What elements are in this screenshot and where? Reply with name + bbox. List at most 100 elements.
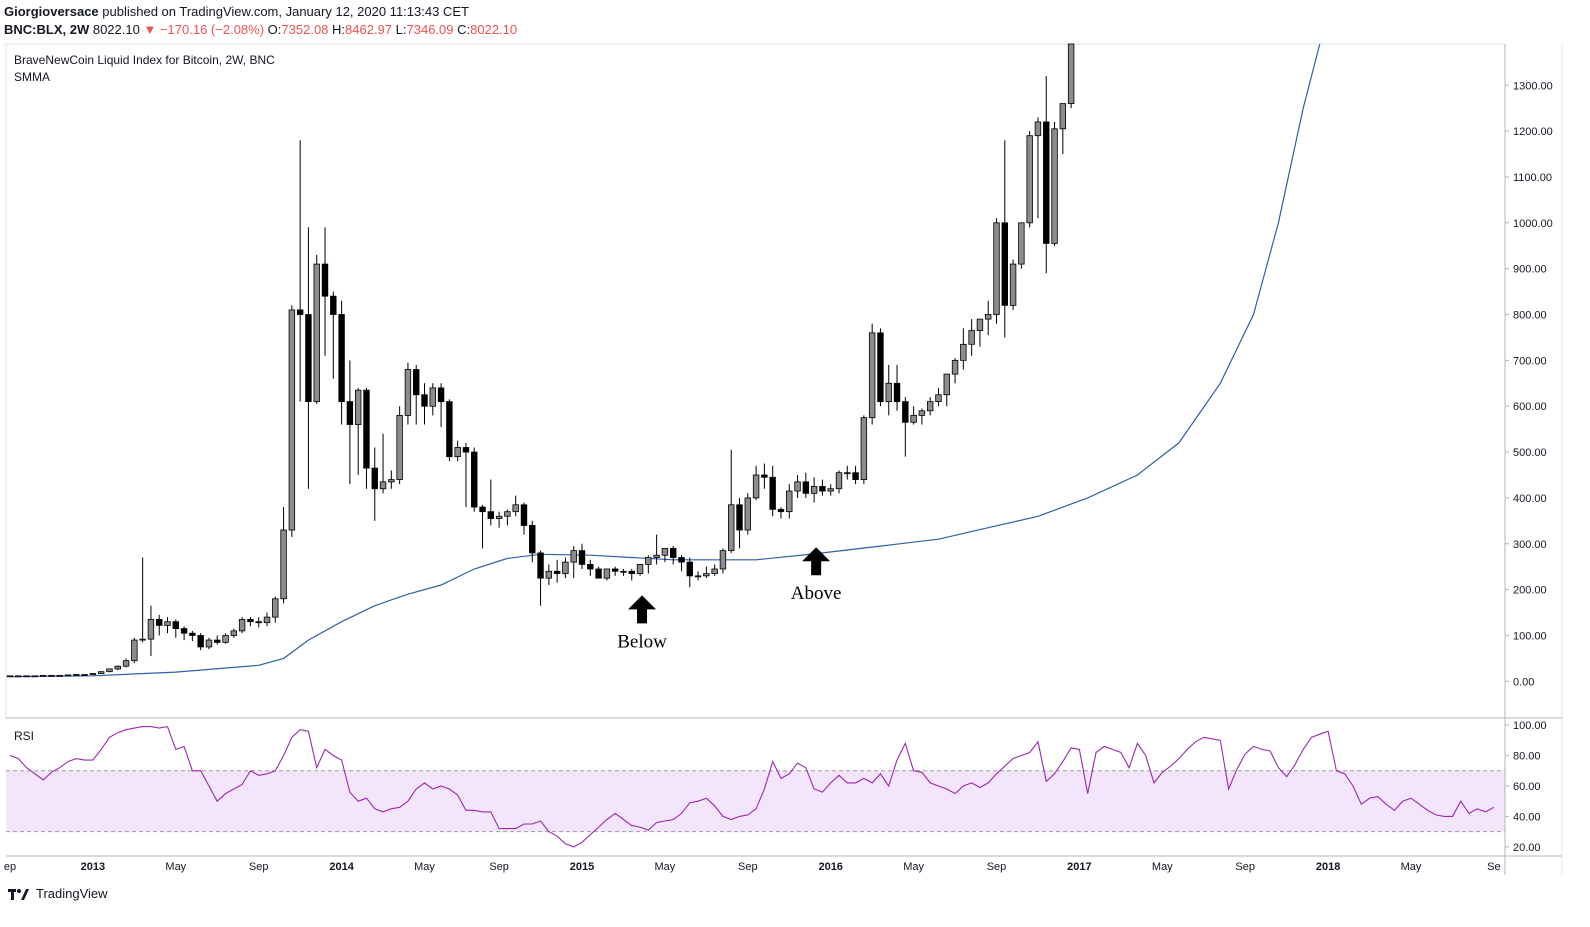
tradingview-logo-icon (8, 888, 29, 900)
candle-body (877, 332, 884, 403)
candle-body (321, 263, 329, 297)
rsi-band (6, 770, 1505, 833)
x-tick-label: ep (4, 861, 16, 873)
candle-body (454, 447, 461, 458)
candle-body (313, 263, 320, 403)
candle-body (371, 467, 378, 490)
candle-body (23, 675, 30, 678)
brand[interactable]: TradingView (8, 886, 108, 901)
candle-body (305, 314, 312, 403)
candle-body (686, 561, 693, 577)
arrow-up-icon (802, 547, 831, 576)
candle-body (89, 673, 97, 675)
annotation-label: Above (791, 583, 842, 604)
x-tick-label: 2015 (570, 861, 594, 873)
candle-body (636, 564, 644, 574)
candle-body (272, 598, 279, 618)
x-tick-label: May (655, 861, 676, 873)
rsi-tick-label: 20.00 (1513, 842, 1541, 854)
x-tick-label: May (1401, 861, 1422, 873)
candle-body (1018, 222, 1025, 265)
candle-body (446, 401, 453, 458)
candle-body (786, 490, 793, 513)
publish-line: Giorgioversace published on TradingView.… (4, 4, 469, 19)
candle-body (653, 554, 660, 558)
candle-body (769, 476, 776, 510)
rsi-tick-label: 80.00 (1513, 751, 1541, 763)
y-tick-label: 1200.00 (1513, 126, 1553, 138)
candle-body (553, 570, 561, 574)
candle-body (139, 638, 146, 641)
candle-body (97, 671, 105, 674)
x-tick-label: May (414, 861, 435, 873)
candle-body (280, 529, 287, 600)
annotations: Below Above (617, 547, 841, 652)
candle-body (645, 557, 652, 565)
candle-body (902, 401, 909, 423)
main-pane-frame (5, 43, 1506, 719)
candle-body (6, 675, 14, 678)
candle-body (935, 394, 942, 403)
candle-body (338, 314, 345, 403)
candle-body (122, 660, 130, 667)
candle-body (728, 504, 735, 552)
x-tick-label: May (903, 861, 924, 873)
candle-body (81, 674, 88, 676)
tick-labels: 0.00 100.00 200.00 300.00 400.00 500.00 600.00… (4, 80, 1553, 873)
candle-body (719, 550, 727, 570)
candle-body (611, 568, 619, 572)
candle-body (520, 504, 528, 526)
x-tick-label: Sep (489, 861, 509, 873)
candle-body (114, 665, 121, 670)
candle-body (545, 570, 553, 579)
candle-body (180, 628, 188, 634)
candle-body (296, 309, 304, 315)
candle-body (205, 639, 213, 648)
candle-body (479, 506, 486, 513)
y-tick-label: 400.00 (1513, 493, 1547, 505)
open-value: 7352.08 (281, 22, 329, 37)
candle-body (752, 474, 760, 499)
candle-body (794, 481, 801, 492)
author-name[interactable]: Giorgioversace (4, 4, 99, 19)
rsi-tick-label: 40.00 (1513, 811, 1541, 823)
candle-body (628, 570, 635, 574)
candle-body (230, 630, 238, 636)
y-tick-label: 0.00 (1513, 676, 1534, 688)
candle-body (918, 410, 926, 416)
candle-body (487, 511, 495, 519)
candle-body (1043, 121, 1050, 244)
symbol-label: BNC:BLX, 2W (4, 22, 90, 37)
candle-body (222, 635, 229, 643)
candle-body (694, 575, 702, 578)
candle-body (354, 389, 362, 425)
open-label: O: (267, 22, 282, 37)
price-change: −170.16 (−2.08%) (159, 22, 265, 37)
candle-body (131, 639, 138, 662)
candle-body (736, 504, 743, 531)
smma-line-group (9, 43, 1321, 678)
close-label: C: (457, 22, 471, 37)
candle-body (31, 675, 39, 678)
candle-body (562, 561, 569, 574)
candle-body (330, 295, 337, 315)
candle-body (263, 616, 271, 624)
y-tick-label: 1100.00 (1513, 172, 1552, 184)
brand-name: TradingView (36, 886, 108, 901)
candle-body (985, 314, 992, 320)
y-tick-label: 700.00 (1513, 355, 1547, 367)
published-text: published on TradingView.com, January 12… (102, 4, 469, 19)
rsi-band-fill (6, 770, 1505, 832)
candle-body (48, 674, 55, 677)
change-down-icon: ▼ (143, 22, 157, 37)
candle-body (1026, 135, 1033, 224)
x-tick-label: May (165, 861, 186, 873)
y-tick-label: 1000.00 (1513, 218, 1553, 230)
candle-body (404, 369, 412, 416)
x-tick-label: Sep (987, 861, 1007, 873)
arrow-up-icon (628, 595, 657, 624)
candle-body (504, 511, 511, 517)
y-tick-label: 600.00 (1513, 401, 1547, 413)
candle-body (885, 382, 892, 403)
